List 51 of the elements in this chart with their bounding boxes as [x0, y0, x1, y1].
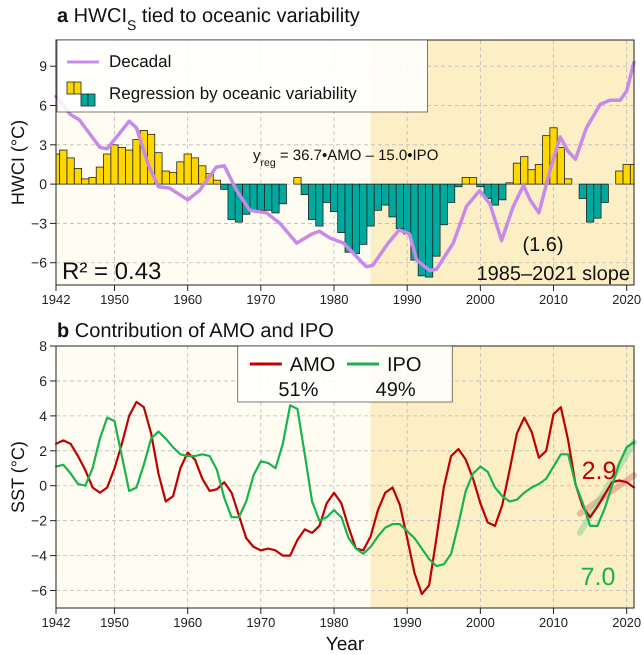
- x-tick-label: 1942: [42, 292, 70, 307]
- annotation: 7.0: [580, 563, 616, 591]
- y-tick-label: 0: [39, 176, 48, 192]
- x-tick-label: 1990: [392, 292, 422, 307]
- x-tick-label: 1960: [173, 615, 202, 630]
- annotation: R² = 0.43: [62, 258, 162, 285]
- y-tick-label: 6: [39, 98, 48, 114]
- x-tick-label: 1980: [320, 292, 348, 307]
- x-tick-label: 1950: [100, 615, 129, 630]
- y-tick-label: −2: [31, 512, 48, 529]
- legend-label: AMO: [290, 354, 336, 376]
- annotation: y$_{reg}$ = 36.7•AMO – 15.0•IPO: [253, 147, 438, 169]
- legend-label: IPO: [387, 354, 422, 376]
- x-tick-label: 2000: [466, 615, 495, 630]
- x-tick-label: 2020: [612, 615, 642, 630]
- y-tick-label: 3: [39, 136, 48, 153]
- line-series: [54, 404, 636, 568]
- legend-label: Decadal: [109, 52, 172, 71]
- annotation: 2.9: [582, 457, 616, 485]
- annotation: 49%: [376, 379, 416, 401]
- annotation: 51%: [278, 379, 319, 401]
- x-tick-label: 1970: [246, 292, 276, 307]
- y-tick-label: 9: [39, 58, 48, 74]
- y-tick-label: 8: [39, 338, 48, 354]
- y-tick-label: 0: [39, 478, 48, 494]
- y-tick-label: 4: [39, 408, 48, 424]
- y-tick-label: −4: [31, 548, 48, 564]
- y-tick-label: −6: [31, 582, 48, 599]
- line-series: [54, 400, 636, 596]
- x-tick-label: 1960: [173, 292, 202, 307]
- y-axis-title: SST (°C): [8, 441, 28, 513]
- x-tick-label: 2000: [466, 292, 495, 307]
- x-tick-label: 1970: [246, 615, 276, 630]
- y-tick-label: −3: [31, 215, 48, 232]
- x-tick-label: 2020: [612, 292, 642, 307]
- annotation: 1985–2021 slope: [476, 263, 630, 285]
- chart-title: b Contribution of AMO and IPO: [57, 320, 334, 342]
- annotation: (1.6): [522, 234, 564, 256]
- y-tick-label: −6: [31, 254, 48, 271]
- x-tick-label: 2010: [539, 292, 568, 307]
- y-tick-label: 6: [39, 372, 48, 389]
- x-axis-title: Year: [326, 634, 365, 655]
- x-tick-label: 1990: [392, 615, 422, 630]
- chart-title: a HWCI$_{S}$ tied to oceanic variability: [57, 5, 360, 33]
- y-axis-title: HWCI (°C): [8, 120, 28, 206]
- x-tick-label: 1942: [42, 615, 70, 630]
- x-tick-label: 1950: [100, 292, 129, 307]
- x-tick-label: 2010: [539, 615, 568, 630]
- legend-label: Regression by oceanic variability: [109, 84, 358, 103]
- x-tick-label: 1980: [320, 615, 348, 630]
- y-tick-label: 2: [39, 442, 48, 459]
